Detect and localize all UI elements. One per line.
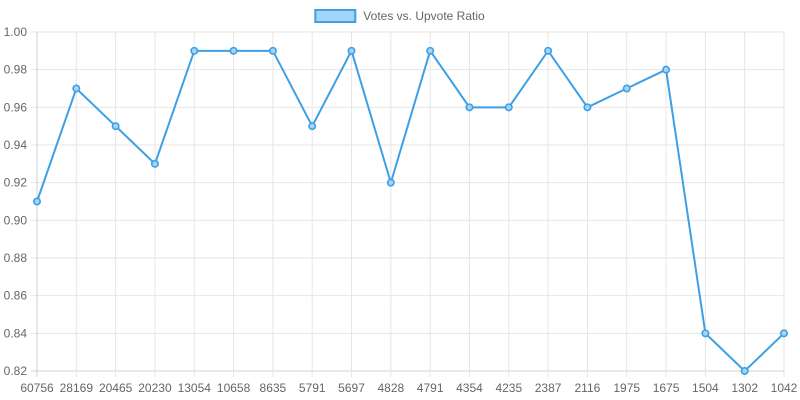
x-tick-label: 20465 — [99, 381, 133, 395]
data-point[interactable] — [229, 46, 238, 55]
data-point[interactable] — [701, 329, 710, 338]
x-tick-label: 8635 — [260, 381, 287, 395]
y-tick-label: 0.82 — [4, 364, 28, 378]
x-tick-label: 1504 — [692, 381, 719, 395]
legend[interactable]: Votes vs. Upvote Ratio — [314, 9, 485, 23]
data-point[interactable] — [32, 197, 41, 206]
data-point[interactable] — [583, 103, 592, 112]
y-tick-label: 1.00 — [4, 25, 28, 39]
data-point[interactable] — [544, 46, 553, 55]
legend-label[interactable]: Votes vs. Upvote Ratio — [363, 9, 485, 23]
series-line — [36, 48, 785, 373]
x-tick-label: 20230 — [138, 381, 172, 395]
x-tick-label: 5697 — [338, 381, 365, 395]
x-tick-label: 10658 — [217, 381, 251, 395]
x-tick-label: 2387 — [535, 381, 562, 395]
y-tick-label: 0.86 — [4, 289, 28, 303]
x-tick-label: 4354 — [456, 381, 483, 395]
data-point[interactable] — [150, 159, 159, 168]
data-point[interactable] — [622, 84, 631, 93]
x-tick-label: 1975 — [613, 381, 640, 395]
x-tick-label: 1675 — [653, 381, 680, 395]
data-point[interactable] — [111, 122, 120, 131]
data-point[interactable] — [268, 46, 277, 55]
x-tick-label: 2116 — [575, 381, 601, 395]
data-point[interactable] — [347, 46, 356, 55]
x-tick-label: 28169 — [60, 381, 94, 395]
x-tick-label: 60756 — [20, 381, 54, 395]
data-point[interactable] — [504, 103, 513, 112]
data-point[interactable] — [465, 103, 474, 112]
y-tick-label: 0.88 — [4, 251, 28, 265]
data-point[interactable] — [308, 122, 317, 131]
data-point[interactable] — [662, 65, 671, 74]
data-point[interactable] — [779, 329, 788, 338]
data-point[interactable] — [72, 84, 81, 93]
y-tick-label: 0.94 — [4, 138, 28, 152]
data-point[interactable] — [386, 178, 395, 187]
x-tick-label: 4828 — [377, 381, 404, 395]
x-tick-label: 4791 — [417, 381, 444, 395]
y-tick-label: 0.84 — [4, 326, 28, 340]
data-point[interactable] — [190, 46, 199, 55]
y-tick-label: 0.92 — [4, 176, 28, 190]
x-tick-label: 5791 — [299, 381, 326, 395]
data-point[interactable] — [740, 366, 749, 375]
axis-layer: 0.82 0.84 0.86 0.88 0.90 0.92 0.94 0.96 0.98 1.00… — [4, 25, 798, 395]
x-tick-label: 13054 — [178, 381, 212, 395]
x-tick-label: 1302 — [731, 381, 758, 395]
x-tick-label: 1042 — [771, 381, 798, 395]
legend-swatch[interactable] — [314, 9, 357, 23]
x-tick-label: 4235 — [495, 381, 522, 395]
y-tick-label: 0.96 — [4, 100, 28, 114]
grid-layer — [31, 31, 785, 377]
data-point[interactable] — [426, 46, 435, 55]
series-layer — [32, 46, 788, 375]
y-tick-label: 0.90 — [4, 213, 28, 227]
y-tick-label: 0.98 — [4, 63, 28, 77]
